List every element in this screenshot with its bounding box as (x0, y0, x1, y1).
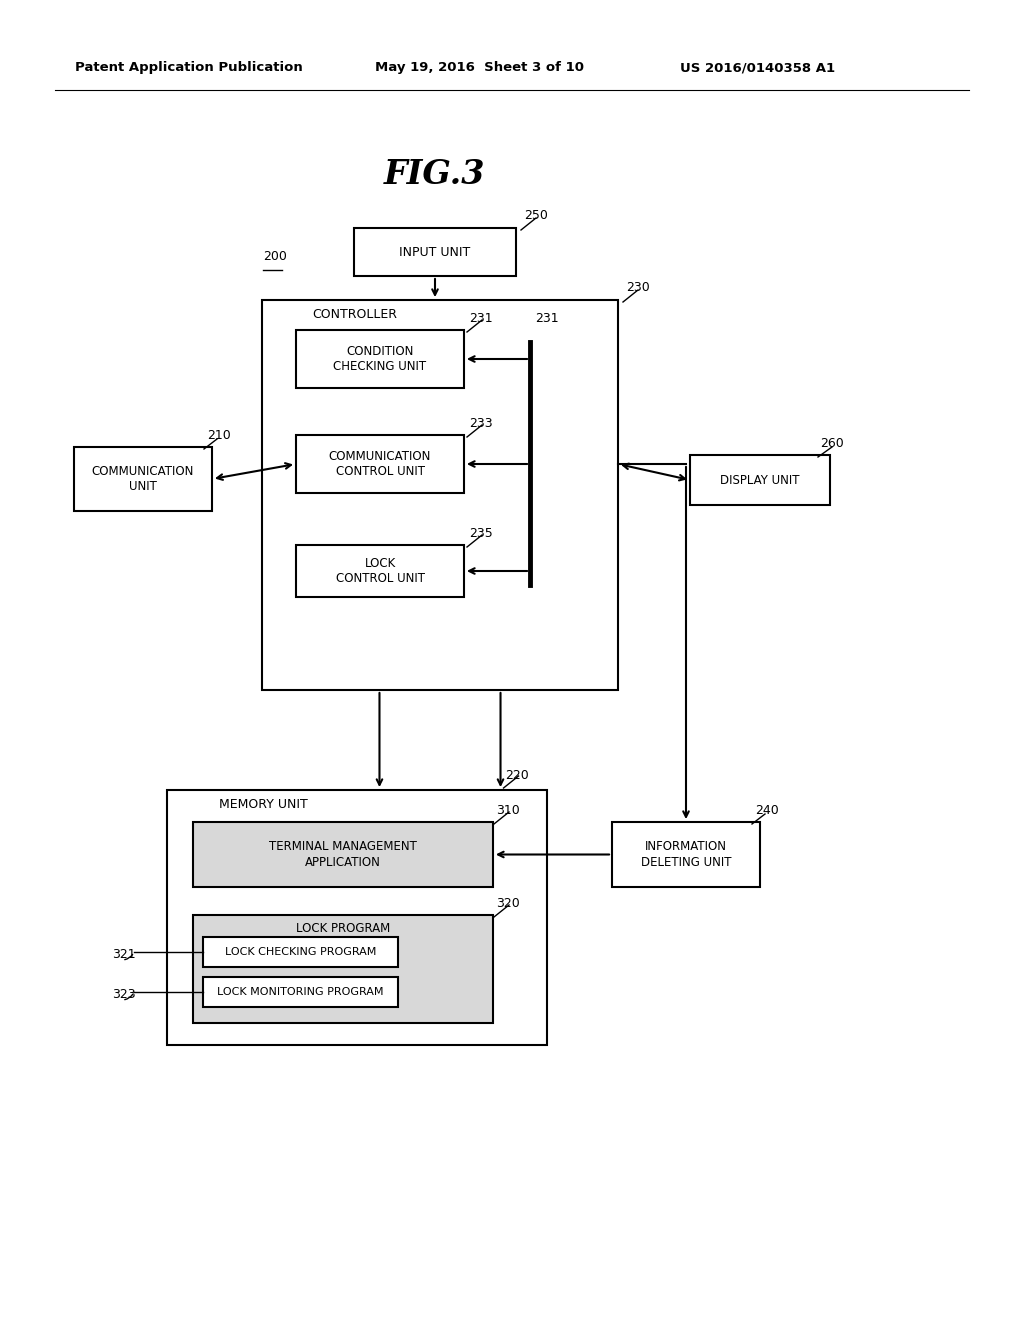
Bar (296, 545, 464, 597)
Text: 231: 231 (535, 312, 559, 325)
Text: DISPLAY UNIT: DISPLAY UNIT (720, 474, 800, 487)
Bar (167, 789, 547, 1045)
Text: 233: 233 (469, 417, 493, 430)
Text: LOCK CHECKING PROGRAM: LOCK CHECKING PROGRAM (225, 946, 376, 957)
Text: 240: 240 (755, 804, 778, 817)
Text: COMMUNICATION
CONTROL UNIT: COMMUNICATION CONTROL UNIT (329, 450, 431, 478)
Text: 250: 250 (524, 209, 548, 222)
Text: TERMINAL MANAGEMENT
APPLICATION: TERMINAL MANAGEMENT APPLICATION (269, 841, 417, 869)
Text: 220: 220 (506, 770, 529, 781)
Bar (74, 447, 212, 511)
Text: 235: 235 (469, 527, 493, 540)
Text: 210: 210 (207, 429, 230, 442)
Text: 200: 200 (263, 249, 287, 263)
Text: MEMORY UNIT: MEMORY UNIT (219, 797, 308, 810)
Text: US 2016/0140358 A1: US 2016/0140358 A1 (680, 62, 836, 74)
Text: 320: 320 (496, 898, 520, 909)
Text: 230: 230 (626, 281, 650, 294)
Bar (296, 436, 464, 492)
Text: 260: 260 (820, 437, 844, 450)
Text: INFORMATION
DELETING UNIT: INFORMATION DELETING UNIT (641, 841, 731, 869)
Text: LOCK
CONTROL UNIT: LOCK CONTROL UNIT (336, 557, 425, 585)
Text: 321: 321 (112, 948, 135, 961)
Bar (193, 822, 493, 887)
Text: INPUT UNIT: INPUT UNIT (399, 246, 471, 259)
Bar (262, 300, 618, 690)
Text: May 19, 2016  Sheet 3 of 10: May 19, 2016 Sheet 3 of 10 (375, 62, 584, 74)
Bar (193, 915, 493, 1023)
Bar (612, 822, 760, 887)
Bar (296, 330, 464, 388)
Bar (203, 977, 398, 1007)
Text: Patent Application Publication: Patent Application Publication (75, 62, 303, 74)
Text: CONDITION
CHECKING UNIT: CONDITION CHECKING UNIT (334, 345, 427, 374)
Text: CONTROLLER: CONTROLLER (312, 308, 397, 321)
Bar (354, 228, 516, 276)
Bar (690, 455, 830, 506)
Bar (203, 937, 398, 968)
Text: LOCK PROGRAM: LOCK PROGRAM (296, 923, 390, 936)
Text: 231: 231 (469, 312, 493, 325)
Text: 323: 323 (112, 987, 135, 1001)
Text: 310: 310 (496, 804, 520, 817)
Text: FIG.3: FIG.3 (384, 158, 485, 191)
Text: LOCK MONITORING PROGRAM: LOCK MONITORING PROGRAM (217, 987, 384, 997)
Text: COMMUNICATION
UNIT: COMMUNICATION UNIT (92, 465, 195, 492)
